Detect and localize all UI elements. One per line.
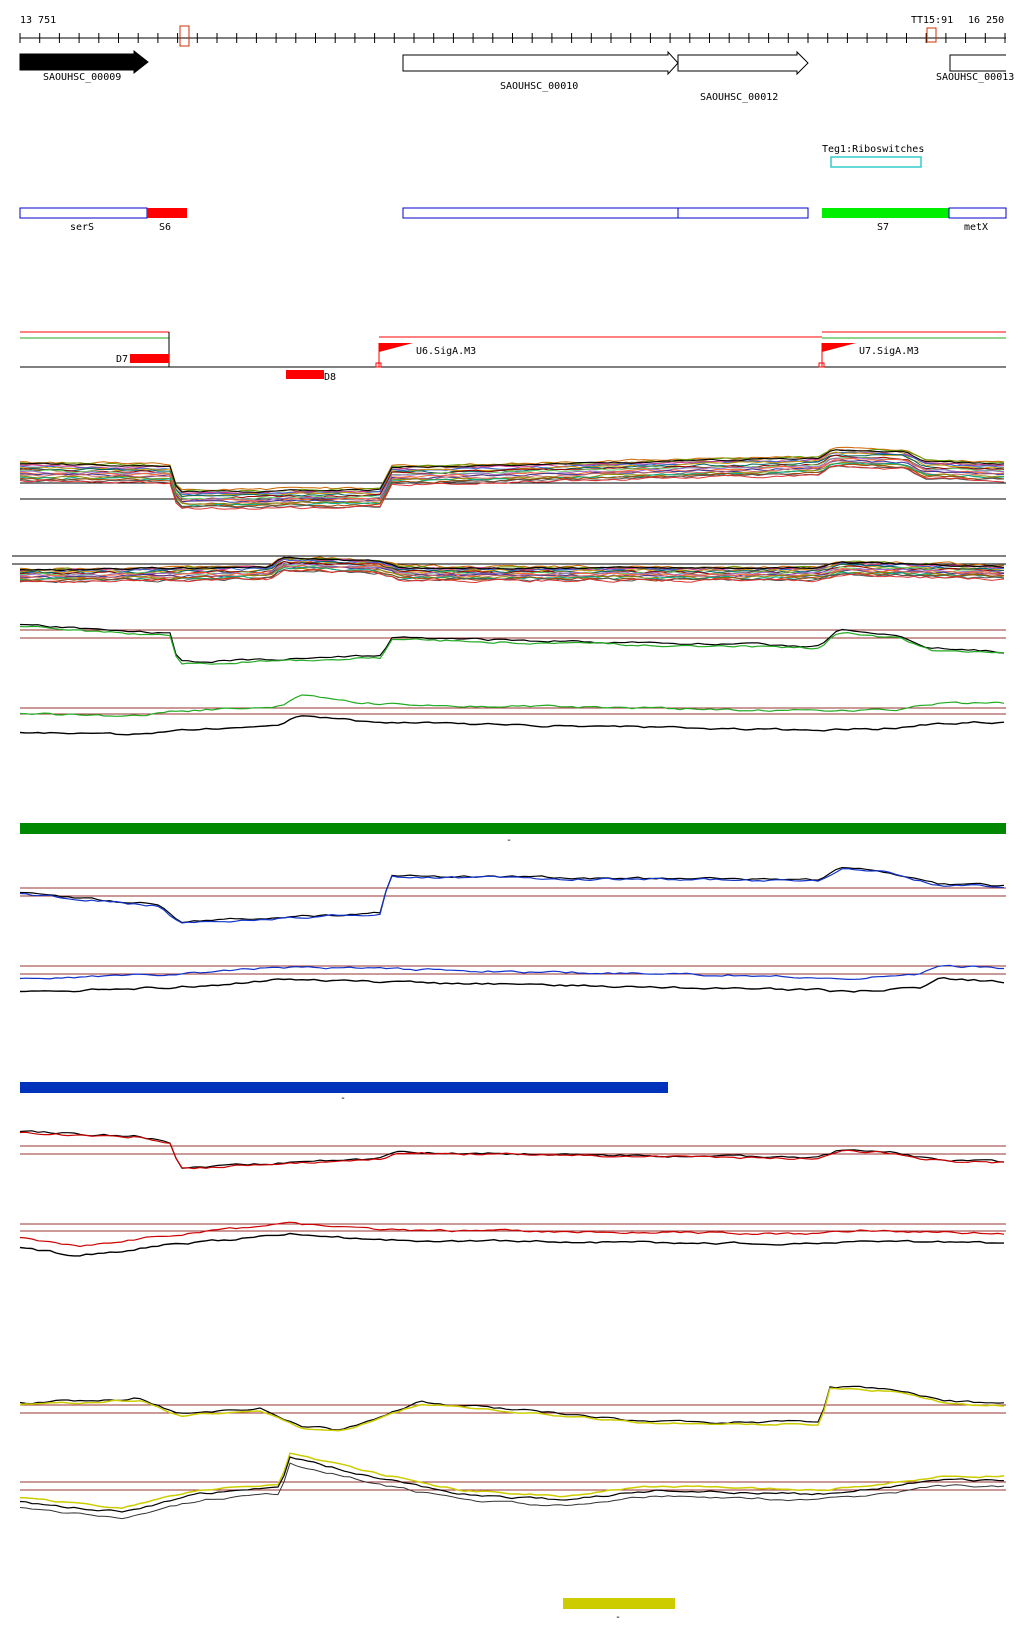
- blue-plus-line: [19, 867, 1005, 924]
- green-minus-profiles: [19, 694, 1005, 736]
- gene-label-SAOUHSC_00012: SAOUHSC_00012: [700, 92, 778, 103]
- ruler-marker-left[interactable]: [179, 25, 190, 47]
- overview-plus-line: [19, 464, 1005, 510]
- overview-plus-line: [19, 449, 1005, 493]
- overview-plus-line: [19, 459, 1004, 505]
- red-minus-line: [19, 1221, 1005, 1248]
- segment-label-serS: serS: [70, 222, 94, 233]
- downstream-label-D7: D7: [116, 354, 128, 365]
- overview-minus-line: [19, 556, 1005, 572]
- green-minus-line: [19, 715, 1005, 736]
- gene-track: SAOUHSC_00009 SAOUHSC_00010 SAOUHSC_0001…: [19, 49, 1014, 103]
- upstream-U6-flag[interactable]: [379, 343, 413, 352]
- green-plus-line: [19, 625, 1005, 665]
- red-minus-profiles: [19, 1221, 1005, 1257]
- green-condition-bar[interactable]: [20, 823, 1006, 834]
- riboswitch-label: Teg1:Riboswitches: [822, 144, 924, 155]
- blue-minus-line: [19, 976, 1005, 993]
- ruler-ticks: [19, 33, 1006, 43]
- green-condition-label: -: [506, 835, 512, 846]
- red-plus-line: [19, 1131, 1005, 1170]
- riboswitch-box[interactable]: [830, 156, 922, 168]
- gene-label-SAOUHSC_00013: SAOUHSC_00013: [936, 72, 1014, 83]
- blue-minus-profiles: [19, 964, 1005, 993]
- ruler-end-label: 16 250: [968, 15, 1004, 26]
- overview-plus-line: [19, 457, 1005, 501]
- overview-plus-profiles: [19, 446, 1005, 510]
- riboswitch-track: Teg1:Riboswitches: [822, 144, 924, 168]
- segment-serS[interactable]: [19, 207, 148, 219]
- gene-arrow-SAOUHSC_00010[interactable]: [402, 50, 679, 76]
- yellow-minus-line: [19, 1452, 1005, 1509]
- overview-plus-line: [19, 446, 1005, 491]
- ruler-marker-tt15[interactable]: [926, 27, 937, 43]
- yellow-condition-bar[interactable]: [563, 1598, 675, 1609]
- gene-arrow-SAOUHSC_00009[interactable]: [19, 49, 149, 75]
- blue-minus-line: [19, 964, 1004, 981]
- blue-condition-label: -: [340, 1093, 346, 1104]
- red-condition-panel: [19, 1130, 1006, 1257]
- blue-plus-profiles: [19, 866, 1005, 924]
- yellow-condition-label: -: [615, 1612, 621, 1623]
- upstream-U7-flag[interactable]: [822, 343, 856, 352]
- green-minus-line: [19, 694, 1005, 717]
- overview-plus-line: [19, 461, 1005, 505]
- blue-condition-panel: -: [19, 866, 1006, 1104]
- downstream-D7[interactable]: [130, 354, 169, 363]
- upstream-label-U7: U7.SigA.M3: [859, 346, 919, 357]
- segment-label-S6: S6: [159, 222, 171, 233]
- ruler-start-label: 13 751: [20, 15, 56, 26]
- overview-minus-line: [19, 569, 1005, 584]
- overview-minus-line: [19, 564, 1005, 578]
- upstream-label-U6: U6.SigA.M3: [416, 346, 476, 357]
- upstream-U6-tss: [375, 362, 382, 368]
- blue-condition-bar[interactable]: [20, 1082, 668, 1093]
- gene-arrow-SAOUHSC_00012[interactable]: [677, 50, 809, 76]
- ruler-marker-label: TT15:91: [911, 15, 953, 26]
- yellow-minus-line: [19, 1462, 1005, 1520]
- red-minus-line: [19, 1232, 1004, 1257]
- segment-label-metX: metX: [964, 222, 988, 233]
- yellow-plus-line: [19, 1385, 1005, 1431]
- downstream-D8[interactable]: [286, 370, 324, 379]
- yellow-plus-line: [19, 1387, 1005, 1432]
- segment-label-S7: S7: [877, 222, 889, 233]
- segment-track: serS S6 S7 metX: [19, 207, 1007, 233]
- green-plus-profiles: [19, 623, 1005, 665]
- yellow-plus-profiles: [19, 1385, 1005, 1432]
- segment-metX[interactable]: [948, 207, 1007, 219]
- gene-label-SAOUHSC_00009: SAOUHSC_00009: [43, 72, 121, 83]
- gene-label-SAOUHSC_00010: SAOUHSC_00010: [500, 81, 578, 92]
- red-plus-profiles: [19, 1130, 1005, 1170]
- yellow-condition-panel: -: [19, 1385, 1006, 1623]
- overview-plus-line: [19, 459, 1005, 503]
- yellow-minus-line: [19, 1456, 1005, 1513]
- gene-arrow-SAOUHSC_00013[interactable]: [949, 54, 1006, 72]
- overview-plus-line: [19, 465, 1005, 509]
- green-condition-panel: -: [19, 623, 1006, 846]
- downstream-label-D8: D8: [324, 372, 336, 383]
- upstream-U7-tss: [818, 362, 825, 368]
- promoter-track: D7 D8 U6.SigA.M3 U7.SigA.M3: [20, 331, 1006, 383]
- segment-00012[interactable]: [677, 207, 809, 219]
- red-plus-line: [19, 1130, 1005, 1169]
- segment-S7[interactable]: [822, 208, 949, 218]
- overview-minus-line: [19, 560, 1005, 575]
- expression-overview-minus: [12, 555, 1006, 584]
- overview-plus-line: [19, 458, 1005, 502]
- segment-S6[interactable]: [147, 208, 187, 218]
- expression-overview-plus: [19, 446, 1006, 510]
- yellow-minus-profiles: [19, 1452, 1005, 1520]
- green-plus-line: [19, 623, 1005, 664]
- segment-00010[interactable]: [402, 207, 679, 219]
- ruler: 13 751 TT15:91 16 250: [19, 15, 1006, 47]
- overview-minus-profiles: [19, 556, 1005, 584]
